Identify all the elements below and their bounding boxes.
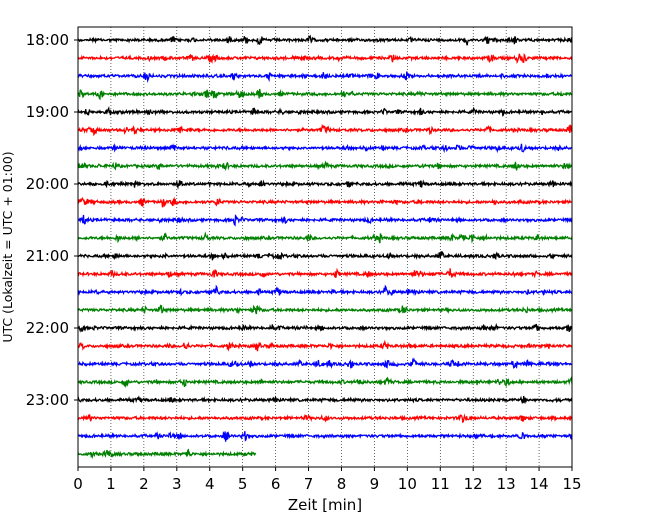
trace-22:15 bbox=[77, 357, 573, 369]
x-tick-label: 8 bbox=[337, 475, 347, 493]
trace-20:30 bbox=[77, 231, 573, 244]
x-tick-label: 14 bbox=[530, 475, 549, 493]
trace-21:15 bbox=[77, 284, 573, 297]
y-tick-label: 19:00 bbox=[26, 103, 69, 121]
trace-22:45 bbox=[77, 395, 573, 405]
trace-19:00 bbox=[77, 123, 573, 137]
x-tick-label: 13 bbox=[497, 475, 516, 493]
trace-18:00 bbox=[77, 52, 573, 65]
trace-20:45 bbox=[77, 250, 573, 261]
x-tick-label: 12 bbox=[464, 475, 483, 493]
x-tick-label: 5 bbox=[238, 475, 248, 493]
trace-19:45 bbox=[77, 179, 573, 190]
trace-17:45 bbox=[77, 34, 573, 46]
seismic-traces bbox=[77, 34, 573, 460]
trace-21:00 bbox=[77, 267, 573, 279]
trace-21:30 bbox=[77, 304, 573, 315]
trace-19:15 bbox=[77, 143, 573, 154]
y-tick-label: 20:00 bbox=[26, 175, 69, 193]
x-tick-label: 9 bbox=[370, 475, 380, 493]
trace-21:45 bbox=[77, 322, 573, 333]
trace-22:00 bbox=[77, 339, 573, 352]
x-tick-label: 0 bbox=[73, 475, 83, 493]
x-tick-label: 7 bbox=[304, 475, 314, 493]
x-tick-label: 1 bbox=[106, 475, 116, 493]
y-axis-ticks: 18:00 19:00 20:00 21:00 22:00 23:00 bbox=[26, 31, 78, 409]
x-tick-label: 15 bbox=[562, 475, 581, 493]
y-tick-label: 22:00 bbox=[26, 319, 69, 337]
y-tick-label: 21:00 bbox=[26, 247, 69, 265]
trace-20:00 bbox=[77, 196, 573, 208]
trace-18:30 bbox=[77, 88, 573, 101]
x-tick-label: 3 bbox=[172, 475, 182, 493]
grid-lines bbox=[110, 27, 540, 467]
trace-23:15 bbox=[77, 430, 573, 442]
x-tick-label: 11 bbox=[431, 475, 450, 493]
x-tick-label: 10 bbox=[398, 475, 417, 493]
trace-18:15 bbox=[77, 71, 573, 83]
x-tick-label: 4 bbox=[205, 475, 215, 493]
trace-22:30 bbox=[77, 375, 573, 389]
trace-20:15 bbox=[77, 214, 573, 227]
y-axis-label: UTC (Lokalzeit = UTC + 01:00) bbox=[0, 151, 15, 342]
y-tick-label: 18:00 bbox=[26, 31, 69, 49]
trace-23:30 bbox=[77, 448, 257, 460]
trace-18:45 bbox=[77, 105, 573, 117]
plot-area-frame bbox=[77, 26, 573, 468]
trace-19:30 bbox=[77, 160, 573, 172]
x-tick-label: 6 bbox=[271, 475, 281, 493]
x-tick-label: 2 bbox=[139, 475, 149, 493]
trace-23:00 bbox=[77, 413, 573, 424]
y-tick-label: 23:00 bbox=[26, 391, 69, 409]
x-axis-ticks: 0 1 2 3 4 5 6 7 8 9 10 11 12 13 14 15 bbox=[73, 467, 582, 493]
x-axis-label: Zeit [min] bbox=[288, 496, 362, 514]
